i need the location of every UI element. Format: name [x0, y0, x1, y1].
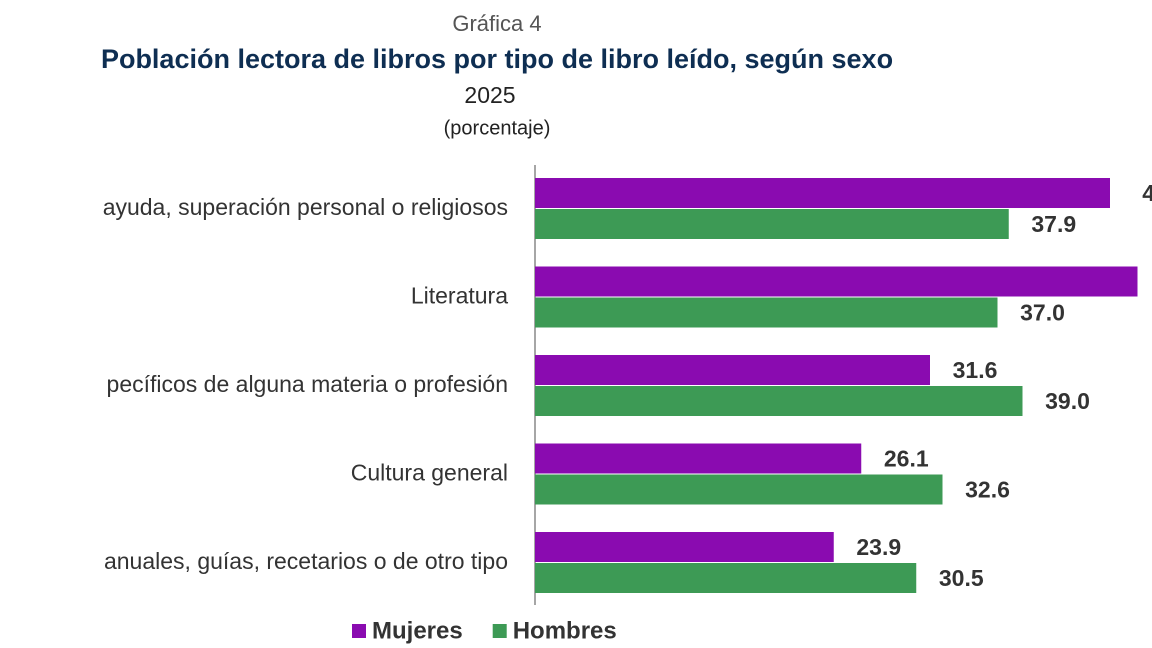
- bar: [535, 532, 834, 562]
- category-label: pecíficos de alguna materia o profesión: [107, 371, 508, 397]
- legend-label: Mujeres: [372, 617, 463, 644]
- value-label: 26.1: [884, 446, 929, 472]
- value-label: 37.0: [1020, 300, 1065, 326]
- bar: [535, 355, 930, 385]
- value-label: 32.6: [965, 477, 1010, 503]
- value-label: 23.9: [856, 534, 901, 560]
- bar: [535, 563, 917, 593]
- unit-note: (porcentaje): [444, 117, 551, 139]
- bar: [535, 266, 1138, 297]
- value-label: 37.9: [1031, 211, 1076, 237]
- bar: [535, 297, 998, 328]
- chart-title: Población lectora de libros por tipo de …: [101, 44, 893, 74]
- category-label: ayuda, superación personal o religiosos: [103, 194, 508, 220]
- legend-swatch: [492, 624, 507, 638]
- bar: [535, 443, 862, 474]
- category-label: anuales, guías, recetarios o de otro tip…: [104, 548, 508, 574]
- chart-title-prefix: Gráfica 4: [452, 11, 541, 36]
- bar: [535, 386, 1023, 416]
- legend-label: Hombres: [513, 617, 617, 644]
- category-label: Literatura: [411, 283, 508, 309]
- bar: [535, 209, 1009, 239]
- legend-swatch: [352, 624, 366, 638]
- bar: [535, 474, 943, 505]
- bar: [535, 178, 1110, 208]
- category-label: Cultura general: [351, 460, 508, 486]
- value-label: 31.6: [953, 357, 998, 383]
- value-label: 46: [1142, 180, 1152, 206]
- value-label: 39.0: [1045, 388, 1090, 414]
- value-label: 30.5: [939, 565, 984, 591]
- chart-subtitle: 2025: [464, 82, 515, 108]
